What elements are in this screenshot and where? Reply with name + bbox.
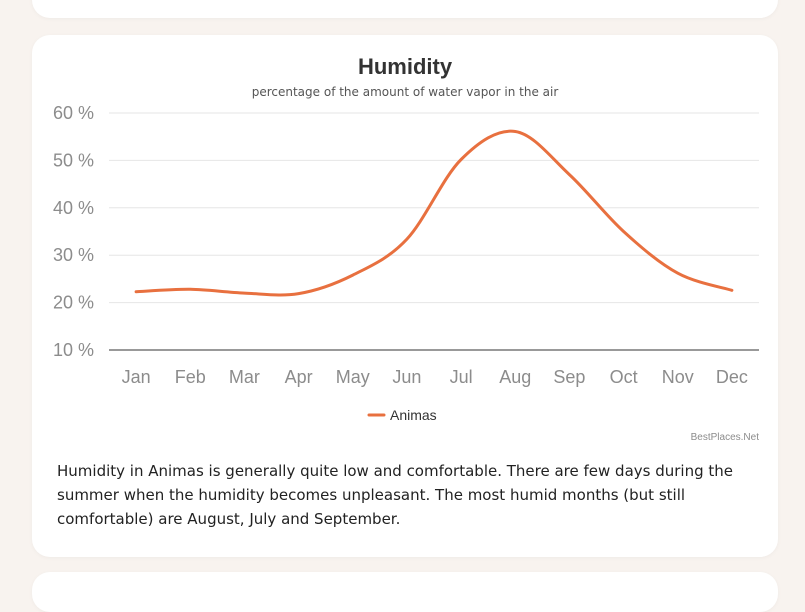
data-point[interactable] — [565, 171, 573, 179]
x-tick-label: May — [336, 367, 370, 387]
x-tick-label: Mar — [229, 367, 260, 387]
x-tick-label: Jul — [450, 367, 473, 387]
data-point[interactable] — [728, 286, 736, 294]
series-line[interactable] — [134, 129, 734, 297]
y-tick-label: 30 % — [53, 245, 94, 265]
chart-subtitle: percentage of the amount of water vapor … — [252, 85, 559, 99]
x-tick-label: Jan — [122, 367, 151, 387]
legend-label: Animas — [390, 407, 437, 423]
y-tick-label: 40 % — [53, 198, 94, 218]
data-point[interactable] — [349, 271, 357, 279]
humidity-chart: Humidity percentage of the amount of wat… — [53, 54, 760, 443]
data-point[interactable] — [295, 290, 303, 298]
y-tick-label: 60 % — [53, 103, 94, 123]
data-point[interactable] — [403, 235, 411, 243]
humidity-card: Humidity percentage of the amount of wat… — [32, 35, 778, 557]
data-point[interactable] — [186, 285, 194, 293]
credits[interactable]: BestPlaces.Net — [691, 432, 760, 443]
x-tick-label: Nov — [662, 367, 694, 387]
data-point[interactable] — [132, 288, 140, 296]
previous-card — [32, 0, 778, 18]
data-point[interactable] — [620, 228, 628, 236]
x-tick-label: Sep — [553, 367, 585, 387]
grid-lines — [109, 112, 759, 304]
x-tick-label: Oct — [610, 367, 638, 387]
x-tick-label: Dec — [716, 367, 748, 387]
y-axis-labels: 60 % 50 % 40 % 30 % 20 % 10 % — [53, 103, 94, 360]
y-tick-label: 50 % — [53, 150, 94, 170]
data-point[interactable] — [674, 269, 682, 277]
series-group — [132, 127, 736, 298]
x-tick-label: Apr — [285, 367, 313, 387]
humidity-description: Humidity in Animas is generally quite lo… — [57, 462, 734, 528]
x-axis-labels: Jan Feb Mar Apr May Jun Jul Aug Sep Oct Nov Dec — [122, 367, 748, 387]
y-tick-label: 10 % — [53, 340, 94, 360]
legend[interactable]: Animas — [367, 407, 437, 423]
data-point[interactable] — [457, 155, 465, 163]
x-tick-label: Jun — [392, 367, 421, 387]
data-point[interactable] — [240, 289, 248, 297]
x-tick-label: Aug — [499, 367, 531, 387]
data-point[interactable] — [511, 127, 519, 135]
next-card — [32, 572, 778, 612]
x-tick-label: Feb — [175, 367, 206, 387]
y-tick-label: 20 % — [53, 293, 94, 313]
chart-title: Humidity — [358, 54, 453, 79]
